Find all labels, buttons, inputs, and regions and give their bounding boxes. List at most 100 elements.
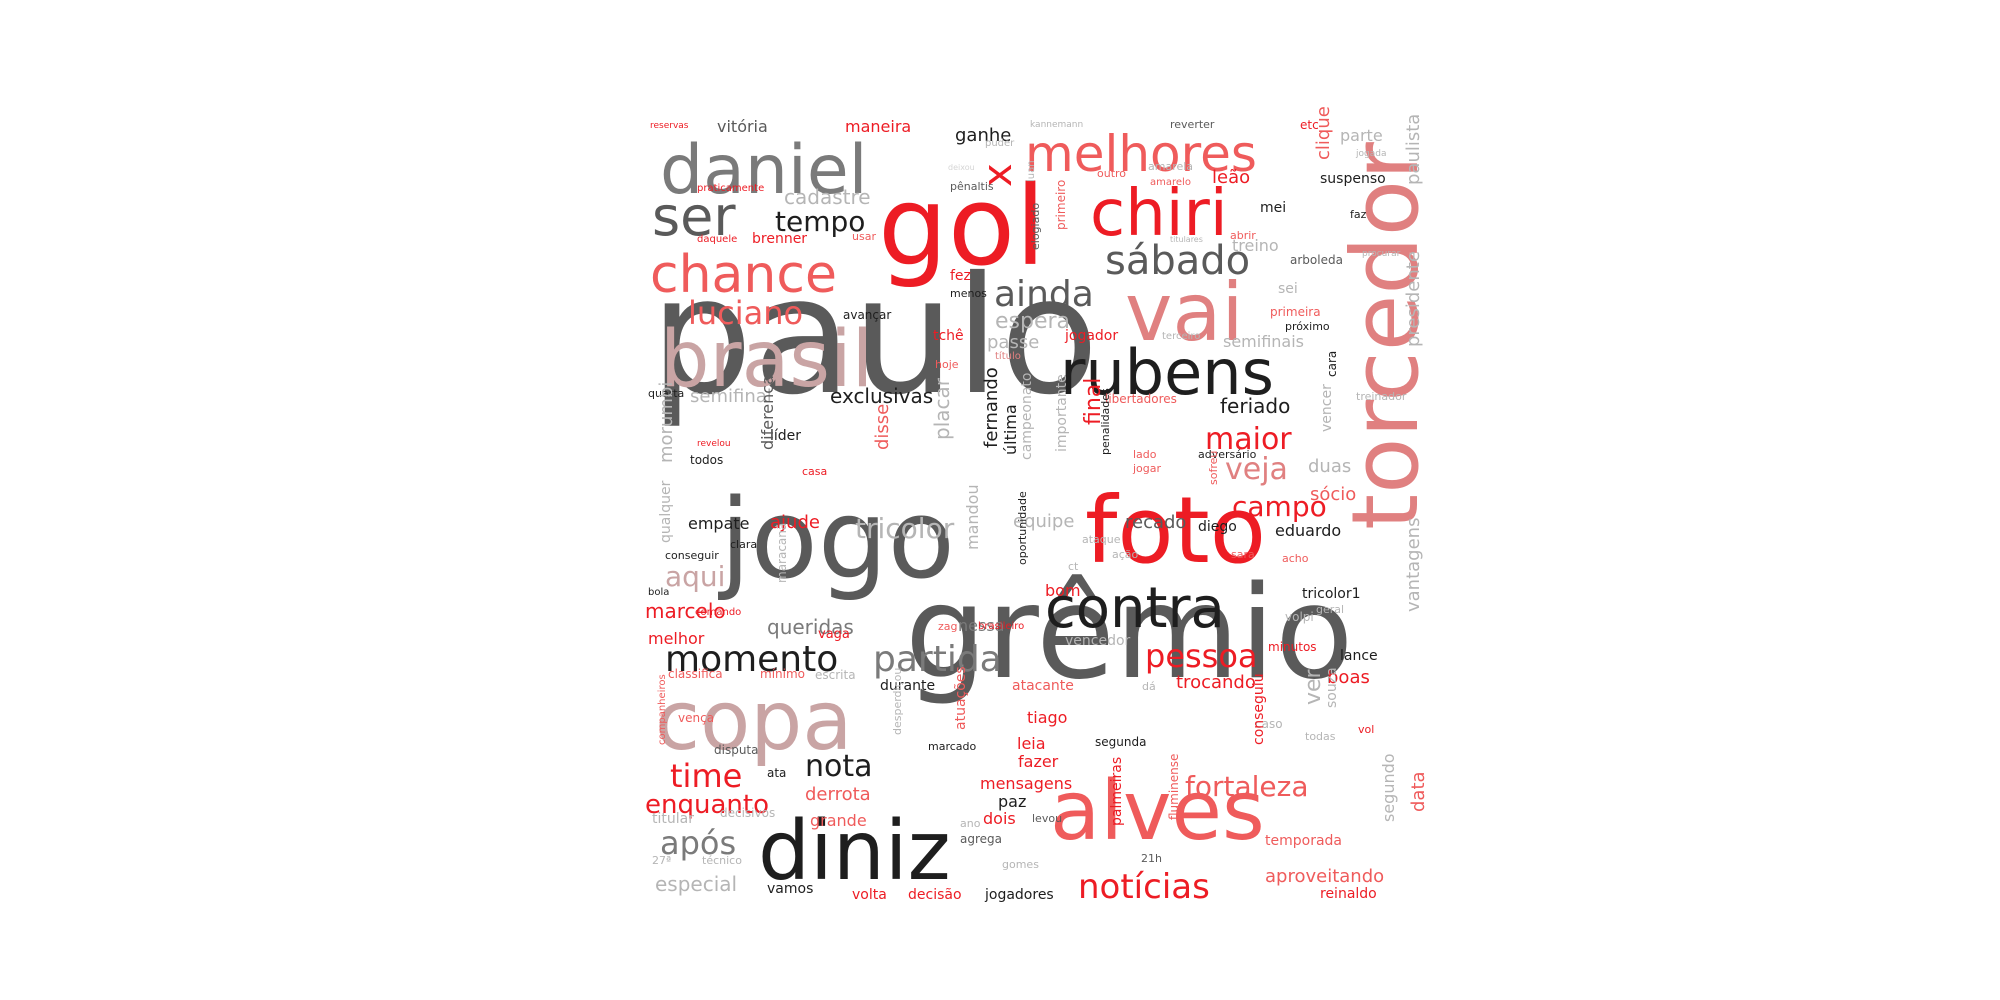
word-time: time [670,757,743,795]
word-minutos: minutos [1268,640,1317,654]
word-escrita: escrita [815,668,856,682]
word-tempo: tempo [775,205,866,238]
word-reservas: reservas [650,121,689,131]
word-tricolor1: tricolor1 [1302,586,1361,602]
word-copa: copa [655,674,853,769]
word-morumbi: morumbi [656,381,677,463]
word-apos: após [660,824,737,862]
word-companheiros: companheiros [657,674,668,745]
word-daquele: daquele [697,234,738,245]
word-faz: faz [1350,208,1367,221]
word-vitoria: vitória [717,117,768,136]
word-paulista: paulista [1403,113,1424,185]
word-campeonato: campeonato [1019,372,1035,461]
word-luciano: luciano [688,294,804,332]
word-fortaleza: fortaleza [1185,770,1309,803]
word-revelou: revelou [697,439,731,449]
word-aproveitando: aproveitando [1265,866,1385,887]
word-ultima: última [1001,404,1020,455]
word-zag: zag [938,620,958,633]
word-casa: casa [802,465,828,478]
word-semifinais: semifinais [1223,332,1305,351]
word-arboleda: arboleda [1290,253,1343,267]
word-treinador: treinador [1356,390,1407,403]
word-quarta: quarta [648,387,685,400]
word-diego: diego [1198,519,1237,535]
word-fernando: fernando [981,367,1002,448]
word-desperdicou: desperdiçou [891,667,904,735]
word-nota: nota [805,749,873,784]
word-paz: paz [998,792,1027,811]
word-espera: espera [995,309,1071,334]
word-boas: boas [1327,667,1370,688]
word-cadastre: cadastre [784,185,871,209]
word-atacante: atacante [1012,678,1074,694]
word-fez: fez [950,268,971,284]
word-libertadores: libertadores [1105,392,1177,406]
word-procurar: procurar [1362,249,1401,259]
word-sei: sei [1278,281,1298,297]
word-titular: titular [652,811,694,827]
word-bola: bola [648,587,670,598]
word-lado: lado [1133,448,1157,461]
word-comando: comando [695,607,742,618]
word-vencedor: vencedor [1065,633,1131,649]
word-queridas: queridas [767,615,854,639]
word-placar: placar [930,378,954,440]
word-disputa: disputa [714,743,759,757]
word-leao: leão [1212,167,1251,188]
word-suspenso: suspenso [1320,171,1386,187]
word-palmeiras: palmeiras [1109,756,1125,826]
word-etc: etc [1300,118,1319,132]
word-amarela: amarela [1148,160,1194,173]
word-venca: vença [678,711,715,725]
word-fazer: fazer [1018,752,1059,771]
word-gremio: grêmio [905,559,1354,708]
word-ganhe: ganhe [955,125,1012,146]
word-passe: passe [987,332,1040,353]
word-mei: mei [1260,200,1287,216]
word-maneira: maneira [845,117,912,136]
word-sofreu: sofreu [1207,450,1220,485]
word-campo: campo [1232,490,1327,523]
word-volpi: volpi [1285,610,1314,624]
word-treino: treino [1232,236,1279,255]
word-marcelo: marcelo [645,599,726,623]
word-rubens: rubens [1060,336,1274,409]
word-mandou: mandou [963,484,982,550]
word-daniel: daniel [660,131,868,210]
word-leia: leia [1017,734,1046,753]
word-diferenca: diferença [758,375,777,450]
word-decisivos: decisivos [720,806,776,820]
word-vamos: vamos [767,881,814,897]
word-proximo: próximo [1285,320,1330,333]
word-conseguir: conseguir [665,549,719,562]
word-souza: souza [1324,667,1340,708]
word-segundo: segundo [1379,753,1398,822]
word-especial: especial [655,872,738,896]
word-luan: luan [1026,160,1037,182]
word-vai: vai [1125,266,1244,359]
word-brenner: brenner [752,231,808,247]
word-tche: tchê [933,328,964,344]
word-penaltis: pênaltis [950,180,994,193]
word-ser: ser [652,185,736,248]
word-todas: todas [1305,730,1336,743]
word-ataque: ataque [1082,533,1121,546]
word-clique: clique [1313,106,1334,160]
word-vaga: vaga [818,627,850,642]
word-pessoa: pessoa [1145,637,1258,675]
word-ata: ata [767,766,787,780]
word-momento: momento [665,639,839,680]
word-semifinal: semifinal [690,386,772,407]
word-elogiado: elogiado [1029,202,1042,250]
word-tricolor: tricolor [855,512,955,545]
word-abrir: abrir [1230,229,1256,242]
word-atuacoes: atuações [953,666,969,730]
word-vol: vol [1358,723,1375,736]
word-disse: disse [872,403,893,450]
word-eduardo: eduardo [1275,521,1342,540]
word-agrega: agrega [960,832,1002,846]
word-lider: líder [770,428,802,444]
word-fluminense: fluminense [1167,753,1181,820]
